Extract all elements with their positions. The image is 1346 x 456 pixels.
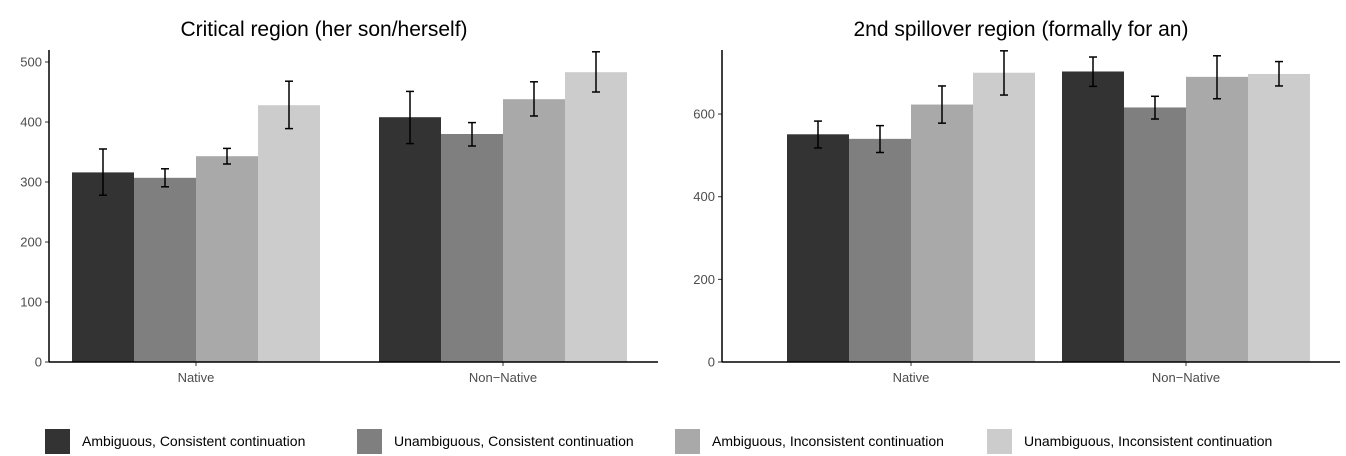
x-tick-label: Non−Native xyxy=(469,370,537,385)
x-tick-label: Non−Native xyxy=(1152,370,1220,385)
y-tick-label: 600 xyxy=(693,107,715,122)
error-bar xyxy=(99,148,107,196)
bar xyxy=(258,105,320,362)
error-bar xyxy=(876,124,884,154)
panel-critical-region: Critical region (her son/herself) 0 100 20… xyxy=(20,18,658,385)
bar xyxy=(973,72,1035,362)
panel-spillover-region: 2nd spillover region (formally for an) 0… xyxy=(693,18,1340,385)
y-tick-label: 0 xyxy=(35,355,42,370)
error-bar xyxy=(468,121,476,147)
error-bar xyxy=(1213,55,1221,100)
error-bar xyxy=(530,81,538,117)
bar xyxy=(134,177,196,362)
bar xyxy=(911,104,973,363)
bar xyxy=(1186,76,1248,362)
bar xyxy=(1062,71,1124,362)
y-tick-label: 300 xyxy=(20,175,42,190)
bar xyxy=(441,134,503,362)
legend-swatch xyxy=(675,429,700,454)
error-bar xyxy=(814,120,822,149)
chart-title: Critical region (her son/herself) xyxy=(180,18,467,41)
y-tick-label: 400 xyxy=(20,115,42,130)
legend-label: Ambiguous, Consistent continuation xyxy=(82,433,305,449)
bar xyxy=(72,172,134,362)
legend: Ambiguous, Consistent continuation Unambi… xyxy=(45,429,1272,454)
legend-swatch xyxy=(45,429,70,454)
x-tick-label: Native xyxy=(178,370,215,385)
bar xyxy=(503,99,565,362)
chart-title: 2nd spillover region (formally for an) xyxy=(854,18,1189,41)
bar xyxy=(1248,73,1310,363)
bar xyxy=(787,134,849,362)
error-bar xyxy=(285,80,293,130)
error-bar xyxy=(406,90,414,145)
bar xyxy=(849,138,911,362)
y-tick-label: 400 xyxy=(693,189,715,204)
y-tick-label: 200 xyxy=(693,272,715,287)
error-bar xyxy=(223,147,231,165)
error-bar xyxy=(938,85,946,124)
legend-swatch xyxy=(357,429,382,454)
error-bar xyxy=(1089,56,1097,88)
legend-label: Unambiguous, Inconsistent continuation xyxy=(1024,433,1272,449)
y-tick-label: 200 xyxy=(20,235,42,250)
x-tick-label: Native xyxy=(893,370,930,385)
legend-label: Ambiguous, Inconsistent continuation xyxy=(712,433,944,449)
bar xyxy=(196,156,258,362)
legend-label: Unambiguous, Consistent continuation xyxy=(394,433,634,449)
error-bar xyxy=(1275,60,1283,87)
error-bar xyxy=(592,51,600,93)
error-bar xyxy=(1151,95,1159,120)
error-bar xyxy=(161,168,169,188)
legend-swatch xyxy=(987,429,1012,454)
y-tick-label: 500 xyxy=(20,55,42,70)
y-tick-label: 0 xyxy=(708,355,715,370)
bar xyxy=(1124,107,1186,362)
bar xyxy=(379,117,441,362)
y-tick-label: 100 xyxy=(20,295,42,310)
bar xyxy=(565,72,627,362)
error-bar xyxy=(1000,50,1008,96)
